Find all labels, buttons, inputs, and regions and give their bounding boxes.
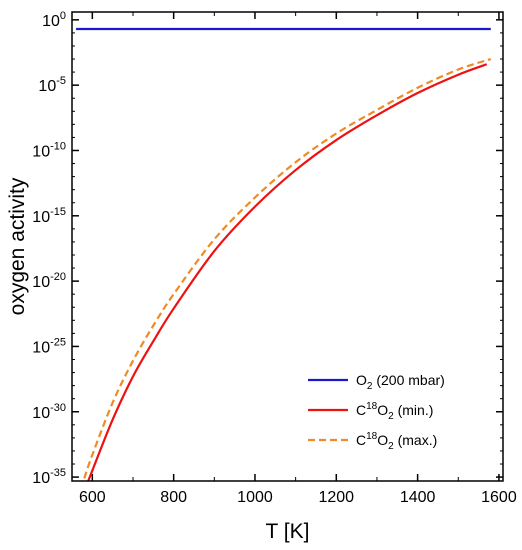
- plot-frame: [71, 11, 504, 482]
- legend-label-2: C18O2 (max.): [356, 431, 437, 452]
- y-tick-label: 10-5: [38, 75, 66, 95]
- series-layer: [76, 27, 492, 481]
- y-tick-label: 10-35: [32, 467, 66, 487]
- legend-label-0: O2 (200 mbar): [356, 372, 445, 392]
- y-tick-label: 10-10: [32, 140, 66, 160]
- x-tick-label: 800: [160, 489, 187, 506]
- x-axis-title: T [K]: [266, 520, 310, 543]
- y-tick-label: 10-15: [32, 206, 66, 226]
- x-tick-label: 1000: [237, 489, 273, 506]
- y-tick-label: 100: [42, 10, 66, 30]
- legend: O2 (200 mbar) C18O2 (min.) C18O2 (max.): [308, 372, 445, 452]
- y-tick-label: 10-20: [32, 271, 66, 291]
- x-tick-label: 1400: [400, 489, 436, 506]
- series-line-2: [83, 57, 492, 479]
- y-tick-label: 10-30: [32, 402, 66, 422]
- y-tick-label: 10-25: [32, 336, 66, 356]
- legend-label-1: C18O2 (min.): [356, 401, 433, 422]
- y-axis-ticks: 100 10-5 10-10 10-15 10-20 10-25 10-30 10-35: [32, 10, 503, 487]
- x-tick-label: 1200: [318, 489, 354, 506]
- x-tick-label: 1600: [481, 489, 517, 506]
- x-tick-label: 600: [79, 489, 106, 506]
- series-line-1: [87, 63, 488, 481]
- x-axis-ticks: 600 800 1000 1200 1400 1600: [79, 12, 517, 506]
- y-axis-title: oxygen activity: [6, 177, 29, 315]
